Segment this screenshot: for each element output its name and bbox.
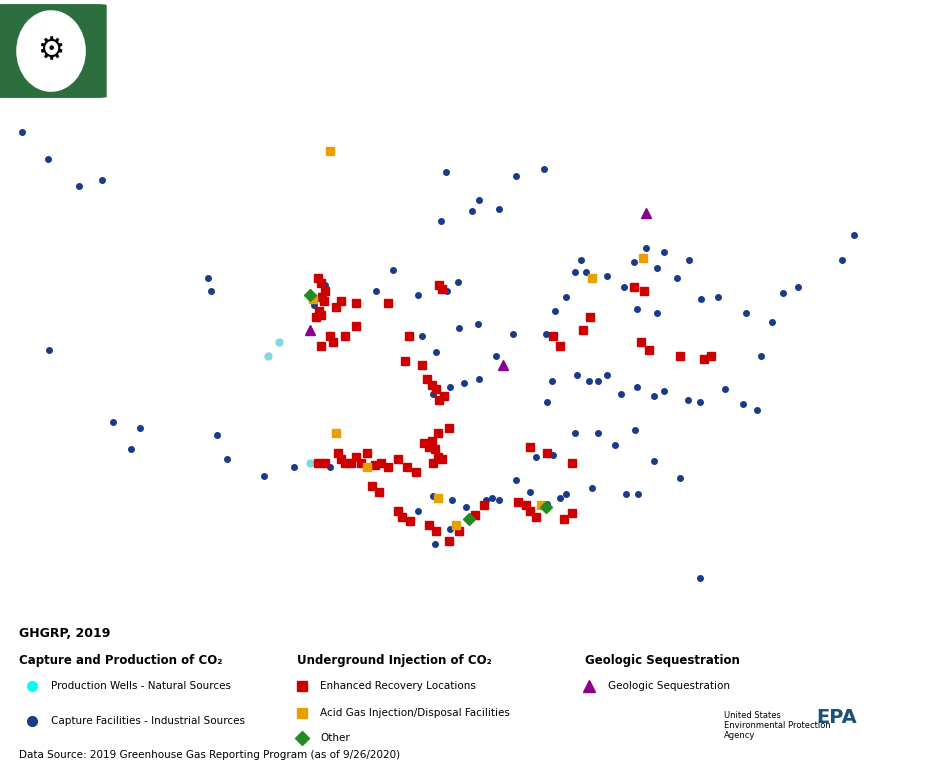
Text: Geologic Sequestration: Geologic Sequestration <box>584 654 739 667</box>
Ellipse shape <box>16 10 85 92</box>
Text: Other: Other <box>320 733 349 743</box>
Text: Geologic Sequestration: Geologic Sequestration <box>607 681 729 691</box>
Text: Capture Facilities - Industrial Sources: Capture Facilities - Industrial Sources <box>51 716 245 726</box>
Text: Acid Gas Injection/Disposal Facilities: Acid Gas Injection/Disposal Facilities <box>320 708 510 718</box>
Text: Capture and Production of CO₂: Capture and Production of CO₂ <box>19 654 222 667</box>
Text: Data Source: 2019 Greenhouse Gas Reporting Program (as of 9/26/2020): Data Source: 2019 Greenhouse Gas Reporti… <box>19 751 400 761</box>
Text: LOCATIONS AND TYPES OF REPORTERS: LOCATIONS AND TYPES OF REPORTERS <box>139 37 744 65</box>
Text: ⚙: ⚙ <box>37 36 65 66</box>
Text: United States
Environmental Protection
Agency: United States Environmental Protection A… <box>723 710 830 741</box>
Text: Production Wells - Natural Sources: Production Wells - Natural Sources <box>51 681 231 691</box>
FancyBboxPatch shape <box>0 4 107 98</box>
Text: GHGRP, 2019: GHGRP, 2019 <box>19 627 109 640</box>
Text: EPA: EPA <box>816 708 857 727</box>
Text: Enhanced Recovery Locations: Enhanced Recovery Locations <box>320 681 476 691</box>
Text: Underground Injection of CO₂: Underground Injection of CO₂ <box>297 654 491 667</box>
